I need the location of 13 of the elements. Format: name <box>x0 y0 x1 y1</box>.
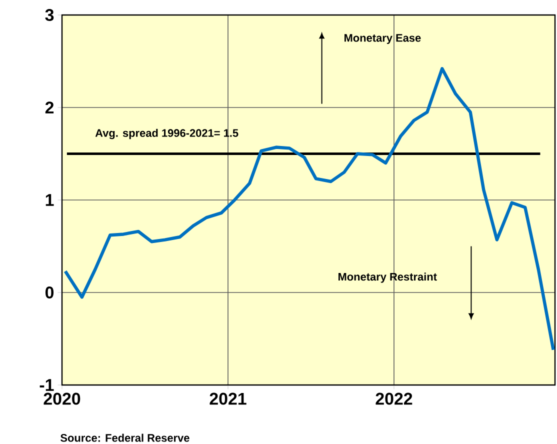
y-tick-label: 2 <box>45 102 54 114</box>
y-tick-label: -1 <box>40 379 54 391</box>
x-tick-label: 2022 <box>376 392 412 405</box>
y-tick-label: 0 <box>45 286 54 298</box>
x-tick-label: 2020 <box>44 392 80 405</box>
line-series <box>64 67 555 352</box>
source-note: Source: Federal Reserve <box>60 434 190 442</box>
y-tick-label: 3 <box>45 8 54 21</box>
annotation: Monetary Restraint <box>338 272 437 283</box>
annotation: Monetary Ease <box>344 34 421 44</box>
x-tick-label: 2021 <box>210 392 246 405</box>
ref-line-label: Avg. spread 1996-2021= 1.5 <box>95 128 238 140</box>
y-tick-label: 1 <box>46 194 54 206</box>
